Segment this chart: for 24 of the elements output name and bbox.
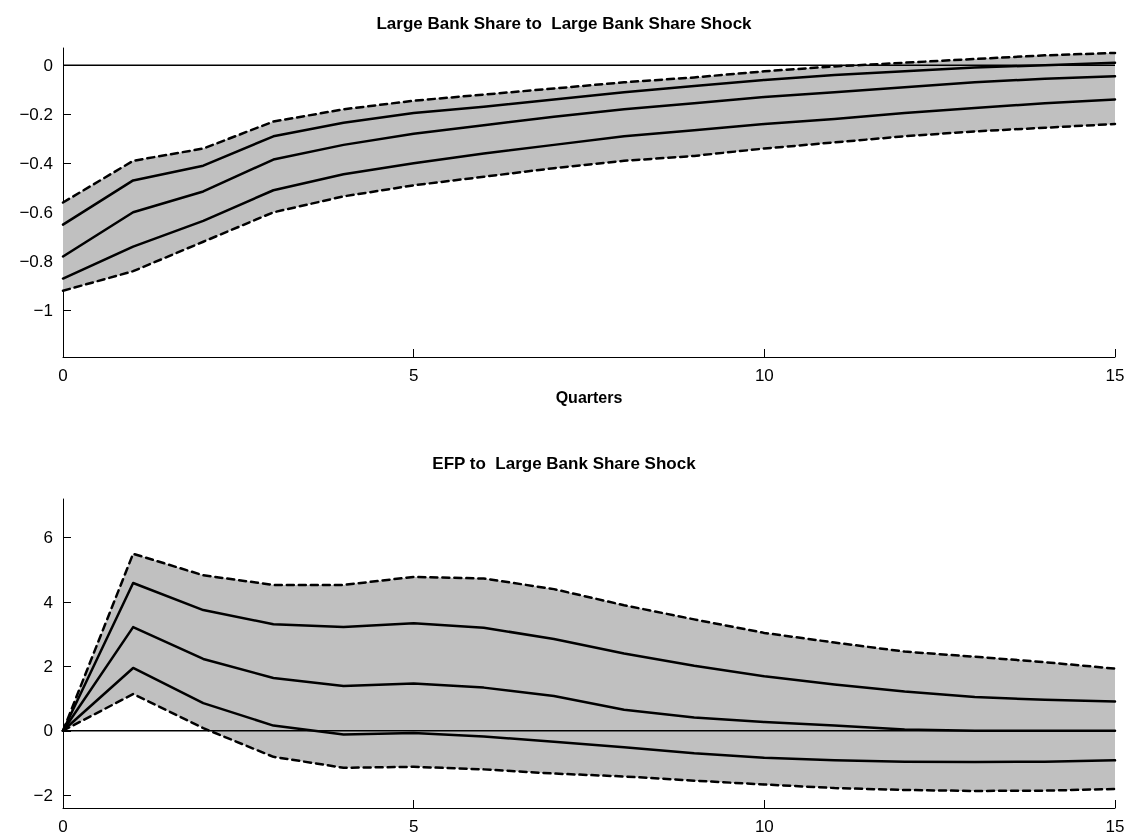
x-tick-label: 0 bbox=[58, 817, 68, 836]
y-tick-label: −0.6 bbox=[19, 202, 53, 222]
line-series bbox=[61, 74, 1117, 258]
x-tick-label: 5 bbox=[408, 366, 419, 385]
y-tick-label: 6 bbox=[43, 528, 53, 548]
x-tick-label: 15 bbox=[1105, 817, 1125, 836]
y-tick-label: 0 bbox=[43, 55, 53, 75]
y-tick-label: 0 bbox=[43, 721, 53, 741]
y-tick-label: 2 bbox=[43, 656, 53, 676]
y-tick-label: −0.8 bbox=[19, 251, 53, 271]
x-tick-label: 5 bbox=[408, 817, 419, 836]
chart-title: Large Bank Share to Large Bank Share Shock bbox=[376, 14, 753, 33]
y-tick-label: 4 bbox=[43, 592, 53, 612]
line-series bbox=[61, 98, 1117, 280]
chart-title: EFP to Large Bank Share Shock bbox=[432, 454, 697, 473]
y-tick-label: −2 bbox=[33, 785, 53, 805]
x-tick-label: 10 bbox=[754, 366, 774, 385]
x-axis-title: Quarters bbox=[555, 388, 623, 406]
y-tick-label: −0.2 bbox=[19, 104, 53, 124]
x-tick-label: 10 bbox=[754, 817, 774, 836]
x-tick-label: 0 bbox=[58, 366, 68, 385]
y-tick-label: −0.4 bbox=[19, 153, 53, 173]
x-tick-label: 15 bbox=[1105, 366, 1125, 385]
y-tick-label: −1 bbox=[33, 300, 53, 320]
